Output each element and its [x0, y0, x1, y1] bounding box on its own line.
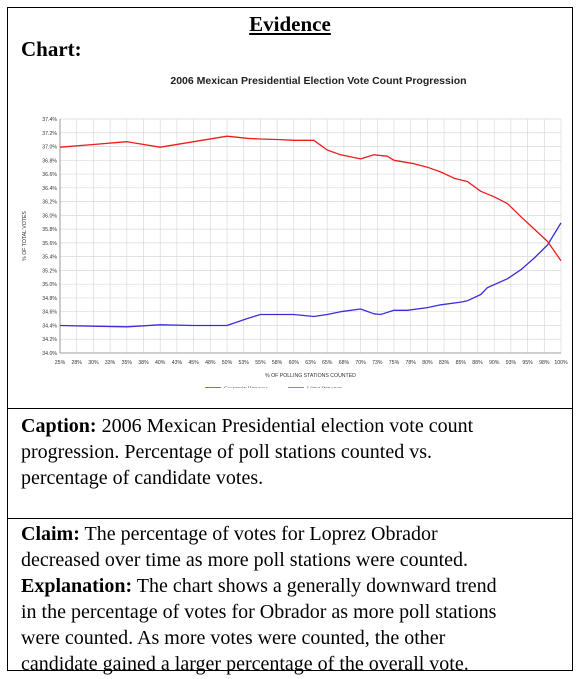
divider-bottom: [8, 518, 572, 519]
x-tick-label: 60%: [289, 360, 300, 366]
x-tick-label: 30%: [88, 360, 99, 366]
x-tick-label: 78%: [406, 360, 417, 366]
x-tick-label: 98%: [539, 360, 550, 366]
x-tick-label: 80%: [422, 360, 433, 366]
x-tick-label: 95%: [522, 360, 533, 366]
x-tick-label: 68%: [339, 360, 350, 366]
x-tick-label: 63%: [305, 360, 316, 366]
y-tick-label: 36.2%: [42, 200, 57, 206]
x-tick-label: 25%: [55, 360, 66, 366]
claim-line-1: The percentage of votes for Loprez Obrad…: [79, 523, 438, 545]
y-tick-label: 34.4%: [42, 323, 57, 329]
y-tick-label: 34.2%: [42, 337, 57, 343]
x-tick-label: 43%: [172, 360, 183, 366]
y-tick-label: 37.0%: [42, 145, 57, 151]
x-axis-label: % OF POLLING STATIONS COUNTED: [265, 373, 356, 379]
evidence-heading: Evidence: [249, 12, 331, 36]
explanation-line-2: in the percentage of votes for Obrador a…: [21, 601, 497, 623]
legend-label-lopez: López Obrador: [307, 386, 342, 388]
y-tick-label: 34.0%: [42, 351, 57, 357]
claim-label: Claim:: [21, 523, 80, 545]
divider-top: [8, 408, 572, 409]
x-tick-label: 28%: [72, 360, 83, 366]
y-tick-label: 35.4%: [42, 255, 57, 261]
chart-title: 2006 Mexican Presidential Election Vote …: [170, 75, 466, 87]
x-tick-label: 53%: [239, 360, 250, 366]
explanation-line-3: were counted. As more votes were counted…: [21, 627, 446, 649]
x-tick-label: 45%: [188, 360, 199, 366]
y-tick-label: 34.6%: [42, 310, 57, 316]
x-tick-label: 88%: [472, 360, 483, 366]
y-tick-label: 34.8%: [42, 296, 57, 302]
caption-block: Caption: 2006 Mexican Presidential elect…: [21, 413, 565, 491]
y-tick-label: 36.4%: [42, 186, 57, 192]
series-line-calderon: [59, 222, 562, 328]
claim-line-2: decreased over time as more poll station…: [21, 549, 469, 571]
claim-block: Claim: The percentage of votes for Lopre…: [21, 521, 565, 677]
y-tick-label: 36.6%: [42, 172, 57, 178]
explanation-line-1: The chart shows a generally downward tre…: [132, 575, 497, 597]
caption-line-3: percentage of candidate votes.: [21, 467, 264, 489]
y-tick-label: 36.8%: [42, 158, 57, 164]
x-tick-label: 55%: [255, 360, 266, 366]
explanation-label: Explanation:: [21, 575, 133, 597]
x-tick-label: 90%: [489, 360, 500, 366]
y-tick-label: 36.0%: [42, 213, 57, 219]
x-tick-label: 70%: [355, 360, 366, 366]
x-tick-label: 33%: [105, 360, 116, 366]
x-tick-label: 38%: [138, 360, 149, 366]
chart-label: Chart:: [21, 37, 82, 61]
x-tick-label: 100%: [554, 360, 568, 366]
x-tick-label: 35%: [122, 360, 133, 366]
x-tick-label: 93%: [506, 360, 517, 366]
x-tick-label: 40%: [155, 360, 166, 366]
y-tick-label: 35.2%: [42, 268, 57, 274]
evidence-card: Evidence Chart: 2006 Mexican Presidentia…: [7, 7, 573, 675]
y-axis-label: % OF TOTAL VOTES: [22, 211, 28, 261]
caption-label: Caption:: [21, 415, 97, 437]
y-tick-label: 35.6%: [42, 241, 57, 247]
x-tick-label: 83%: [439, 360, 450, 366]
x-tick-label: 85%: [456, 360, 467, 366]
x-tick-label: 75%: [389, 360, 400, 366]
vote-progression-chart: 2006 Mexican Presidential Election Vote …: [22, 75, 568, 388]
y-tick-label: 37.2%: [42, 131, 57, 137]
x-tick-label: 58%: [272, 360, 283, 366]
x-tick-label: 48%: [205, 360, 216, 366]
x-tick-label: 73%: [372, 360, 383, 366]
legend-label-calderon: Calderón Hinojosa: [224, 386, 268, 388]
y-tick-label: 35.8%: [42, 227, 57, 233]
x-tick-label: 50%: [222, 360, 233, 366]
caption-line-2: progression. Percentage of poll stations…: [21, 441, 433, 463]
y-tick-label: 35.0%: [42, 282, 57, 288]
x-tick-label: 65%: [322, 360, 333, 366]
series-line-lopez: [59, 135, 562, 262]
y-tick-label: 37.4%: [42, 117, 57, 123]
explanation-line-4: candidate gained a larger percentage of …: [21, 653, 469, 675]
caption-line-1: 2006 Mexican Presidential election vote …: [96, 415, 474, 437]
